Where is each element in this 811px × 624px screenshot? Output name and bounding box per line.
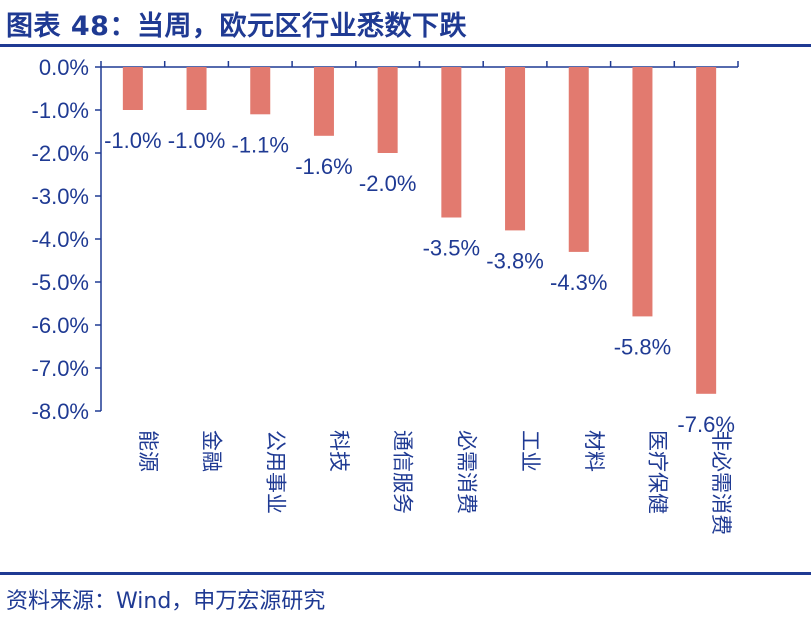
- y-tick-label: -1.0%: [32, 98, 89, 123]
- y-tick-label: -5.0%: [32, 270, 89, 295]
- y-tick-label: -6.0%: [32, 313, 89, 338]
- data-label: -4.3%: [550, 270, 607, 295]
- category-label: 材料: [582, 430, 606, 472]
- bar: [250, 67, 271, 115]
- y-tick-label: -3.0%: [32, 184, 89, 209]
- y-axis: 0.0% -1.0% -2.0% -3.0% -4.0% -5.0% -6.0% -7.0% -…: [32, 55, 739, 424]
- bar: [632, 67, 653, 317]
- category-label: 工业: [518, 430, 542, 472]
- y-tick-label: -7.0%: [32, 356, 89, 381]
- bar: [568, 67, 589, 252]
- source-note: 资料来源：Wind，申万宏源研究: [6, 589, 326, 614]
- data-label: -3.8%: [486, 248, 543, 273]
- bar: [696, 67, 717, 394]
- category-labels: 能源 金融 公用事业 科技 通信服务 必需消费 工业 材料 医疗保健 非必需消费: [136, 430, 733, 535]
- y-tick-label: 0.0%: [39, 55, 89, 80]
- category-label: 科技: [327, 430, 351, 472]
- category-label: 必需消费: [454, 430, 478, 514]
- category-label: 非必需消费: [709, 430, 733, 535]
- data-label: -1.0%: [168, 128, 225, 153]
- data-label: -1.1%: [232, 132, 289, 157]
- chart-title: 图表 48：当周，欧元区行业悉数下跌: [6, 11, 467, 42]
- category-label: 通信服务: [391, 430, 415, 514]
- data-label: -2.0%: [359, 171, 416, 196]
- bar: [186, 67, 207, 110]
- bar: [441, 67, 462, 218]
- bar-chart: 0.0%-1.0%-2.0%-3.0%-4.0%-5.0%-6.0%-7.0%-…: [32, 55, 739, 535]
- bar: [122, 67, 143, 110]
- category-label: 金融: [200, 430, 224, 472]
- data-label: -1.6%: [295, 154, 352, 179]
- category-label: 医疗保健: [645, 430, 669, 514]
- bar: [505, 67, 526, 231]
- source-divider: [0, 572, 811, 575]
- title-divider: [0, 44, 811, 47]
- data-label: -1.0%: [104, 128, 161, 153]
- bars: [122, 67, 717, 394]
- data-label: -5.8%: [614, 334, 671, 359]
- bar: [313, 67, 334, 136]
- bar: [377, 67, 398, 153]
- y-tick-label: -2.0%: [32, 141, 89, 166]
- category-label: 能源: [136, 430, 160, 472]
- data-label: -7.6%: [677, 412, 734, 437]
- data-labels: -1.0% -1.0% -1.1%-1.6% -2.0% -3.5%-3.8% -4.3%…: [104, 128, 735, 437]
- y-tick-label: -8.0%: [32, 399, 89, 424]
- category-label: 公用事业: [263, 430, 287, 514]
- y-tick-label: -4.0%: [32, 227, 89, 252]
- data-label: -3.5%: [423, 236, 480, 261]
